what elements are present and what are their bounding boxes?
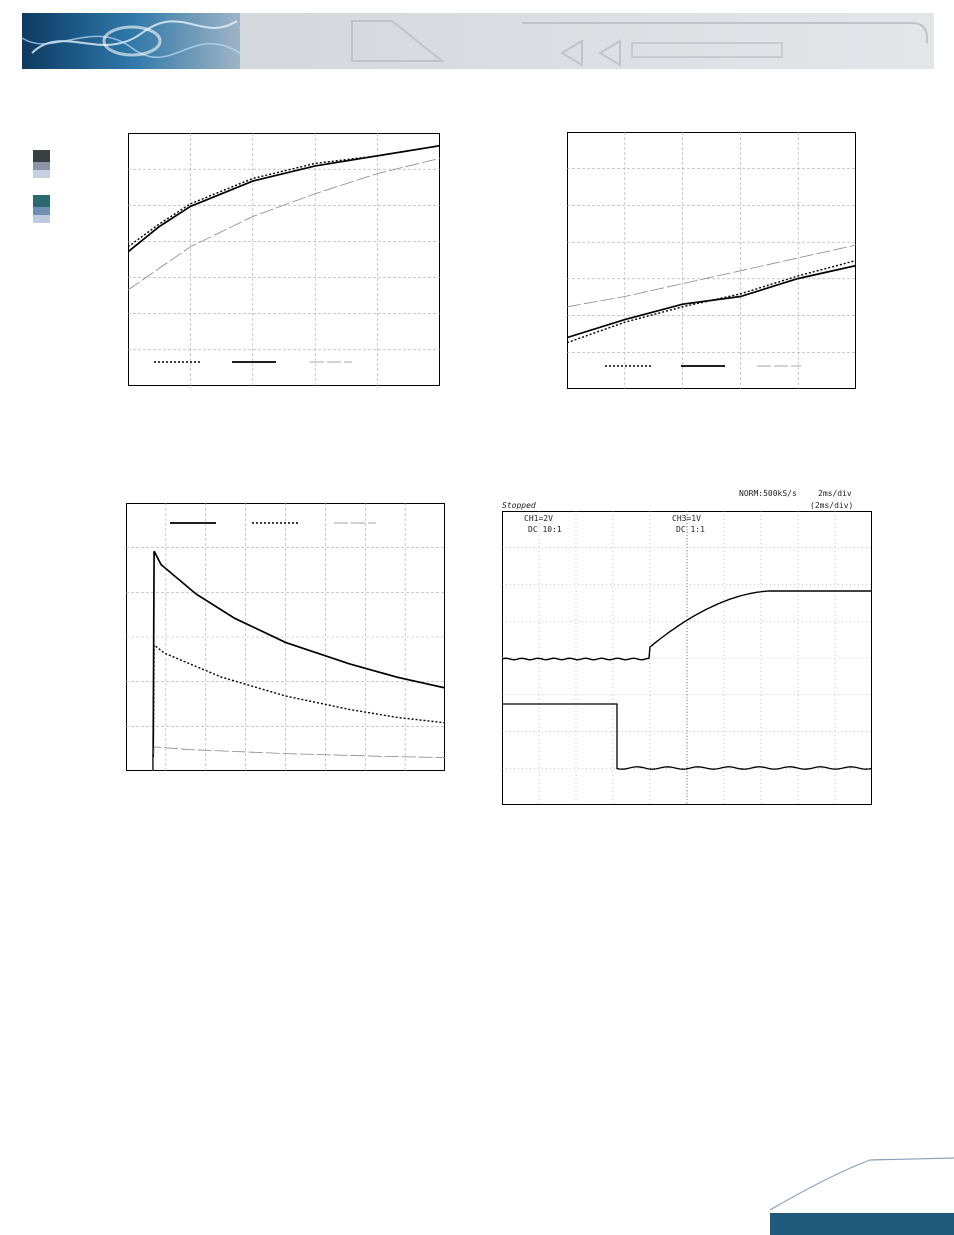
swatch-gray: [33, 162, 50, 170]
efficiency-chart-2: [567, 132, 856, 389]
swatch-teal: [33, 195, 50, 207]
series-dash-light-line: [567, 244, 856, 308]
series-solid-line: [567, 264, 856, 339]
efficiency-chart-1: [128, 133, 440, 386]
header-banner: [22, 13, 934, 69]
ch1-scale: CH1=2V: [524, 514, 553, 523]
series-solid-line: [128, 144, 440, 253]
series-dash-light-line: [128, 157, 440, 291]
ch1-coupling: DC 10:1: [528, 525, 562, 534]
footer-tab: [770, 1157, 954, 1235]
plot-frame: [128, 133, 440, 386]
scope-rate: NORM:500kS/s: [739, 489, 797, 498]
scope-timebase: 2ms/div: [818, 489, 852, 498]
series-dash-light-line: [152, 746, 445, 771]
transient-chart: [126, 503, 445, 771]
swatch-blue: [33, 207, 50, 215]
scope-timebase-sub: (2ms/div): [810, 501, 854, 510]
ch3-coupling: DC 1:1: [676, 525, 705, 534]
scope-screen: [502, 511, 872, 805]
swatch-dark: [33, 150, 50, 162]
series-dotted-line: [152, 643, 445, 771]
scope-status: Stopped: [502, 501, 536, 510]
color-legend: [33, 150, 53, 230]
ch1-trace: [502, 590, 872, 661]
swatch-pale: [33, 215, 50, 223]
ch3-trace: [502, 703, 872, 770]
plot-frame: [567, 132, 856, 389]
ch3-scale: CH3=1V: [672, 514, 701, 523]
swatch-light: [33, 170, 50, 178]
oscilloscope-capture: Stopped NORM:500kS/s 2ms/div (2ms/div) C…: [492, 486, 882, 808]
